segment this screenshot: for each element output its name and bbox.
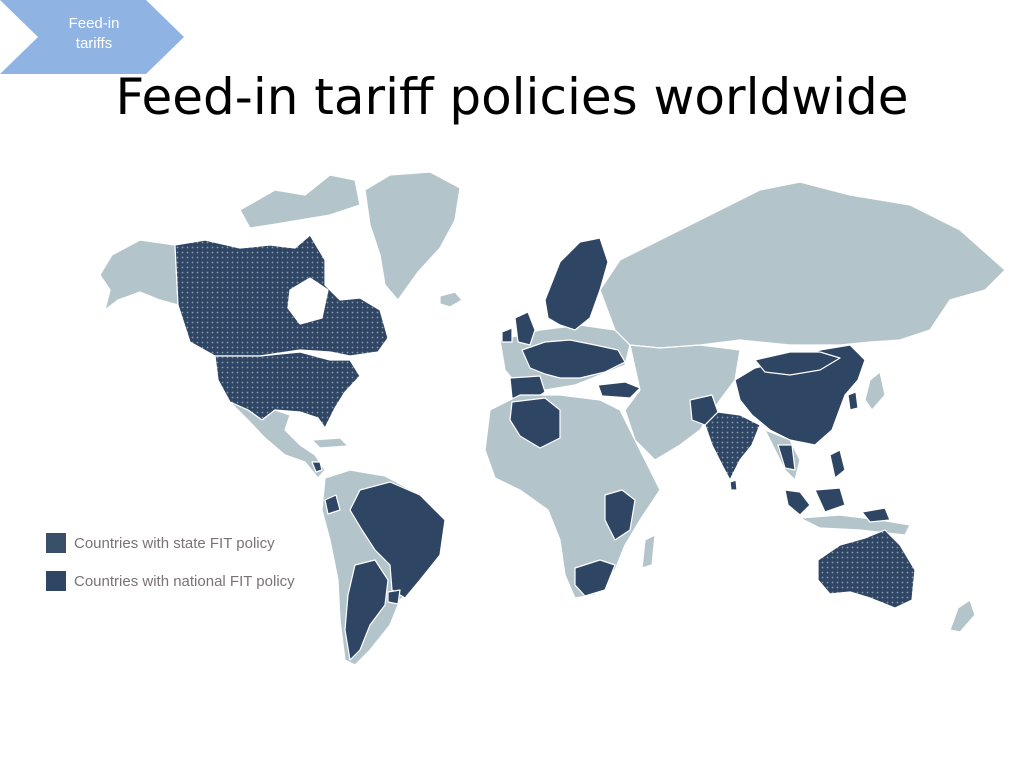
region-madagascar (641, 534, 656, 569)
region-korea (847, 391, 859, 411)
region-turkey (597, 381, 641, 399)
region-india (704, 411, 761, 481)
region-australia (817, 529, 916, 609)
swatch-national-fit (46, 571, 66, 591)
map-legend: Countries with state FIT policy Countrie… (46, 532, 295, 608)
region-hudson-bay (287, 277, 329, 325)
region-arctic-islands (239, 174, 361, 229)
region-sri-lanka (729, 479, 738, 491)
chevron-shape (0, 0, 184, 74)
legend-item-national: Countries with national FIT policy (46, 570, 295, 592)
region-iceland (439, 291, 463, 308)
world-map (99, 171, 1006, 666)
region-indonesia (799, 514, 911, 536)
region-mexico (229, 401, 326, 479)
region-west-europe (521, 339, 626, 379)
slide-title: Feed-in tariff policies worldwide (115, 68, 909, 126)
region-scandinavia (544, 237, 609, 331)
region-argentina (344, 559, 389, 661)
region-malaysia (784, 489, 811, 516)
region-caribbean (311, 437, 349, 449)
region-middle-east (624, 344, 741, 461)
region-thailand (777, 444, 796, 471)
region-russia (599, 181, 1006, 349)
region-south-africa (574, 559, 616, 597)
region-canada (174, 234, 389, 357)
region-mongolia (754, 351, 841, 376)
region-algeria (509, 397, 561, 449)
region-greenland (364, 171, 461, 301)
legend-label-national: Countries with national FIT policy (74, 572, 295, 590)
chevron-fill (0, 0, 184, 74)
region-new-zealand (949, 599, 976, 633)
region-philippines (829, 449, 846, 479)
region-japan (864, 371, 886, 411)
region-ireland (501, 327, 513, 343)
region-uk (514, 311, 536, 346)
region-borneo (814, 487, 846, 513)
swatch-state-fit (46, 533, 66, 553)
chevron-label-line1: Feed-in (68, 15, 120, 32)
legend-item-state: Countries with state FIT policy (46, 532, 295, 554)
region-alaska (99, 239, 179, 311)
region-brazil (349, 481, 446, 599)
legend-label-state: Countries with state FIT policy (74, 534, 275, 552)
region-east-africa (604, 489, 636, 541)
region-central-america-fit (311, 461, 323, 473)
region-ecuador (324, 494, 341, 515)
chevron-label-line2: tariffs (75, 35, 113, 52)
region-uruguay (387, 589, 401, 605)
region-new-guinea (861, 507, 891, 523)
region-africa (484, 394, 661, 599)
